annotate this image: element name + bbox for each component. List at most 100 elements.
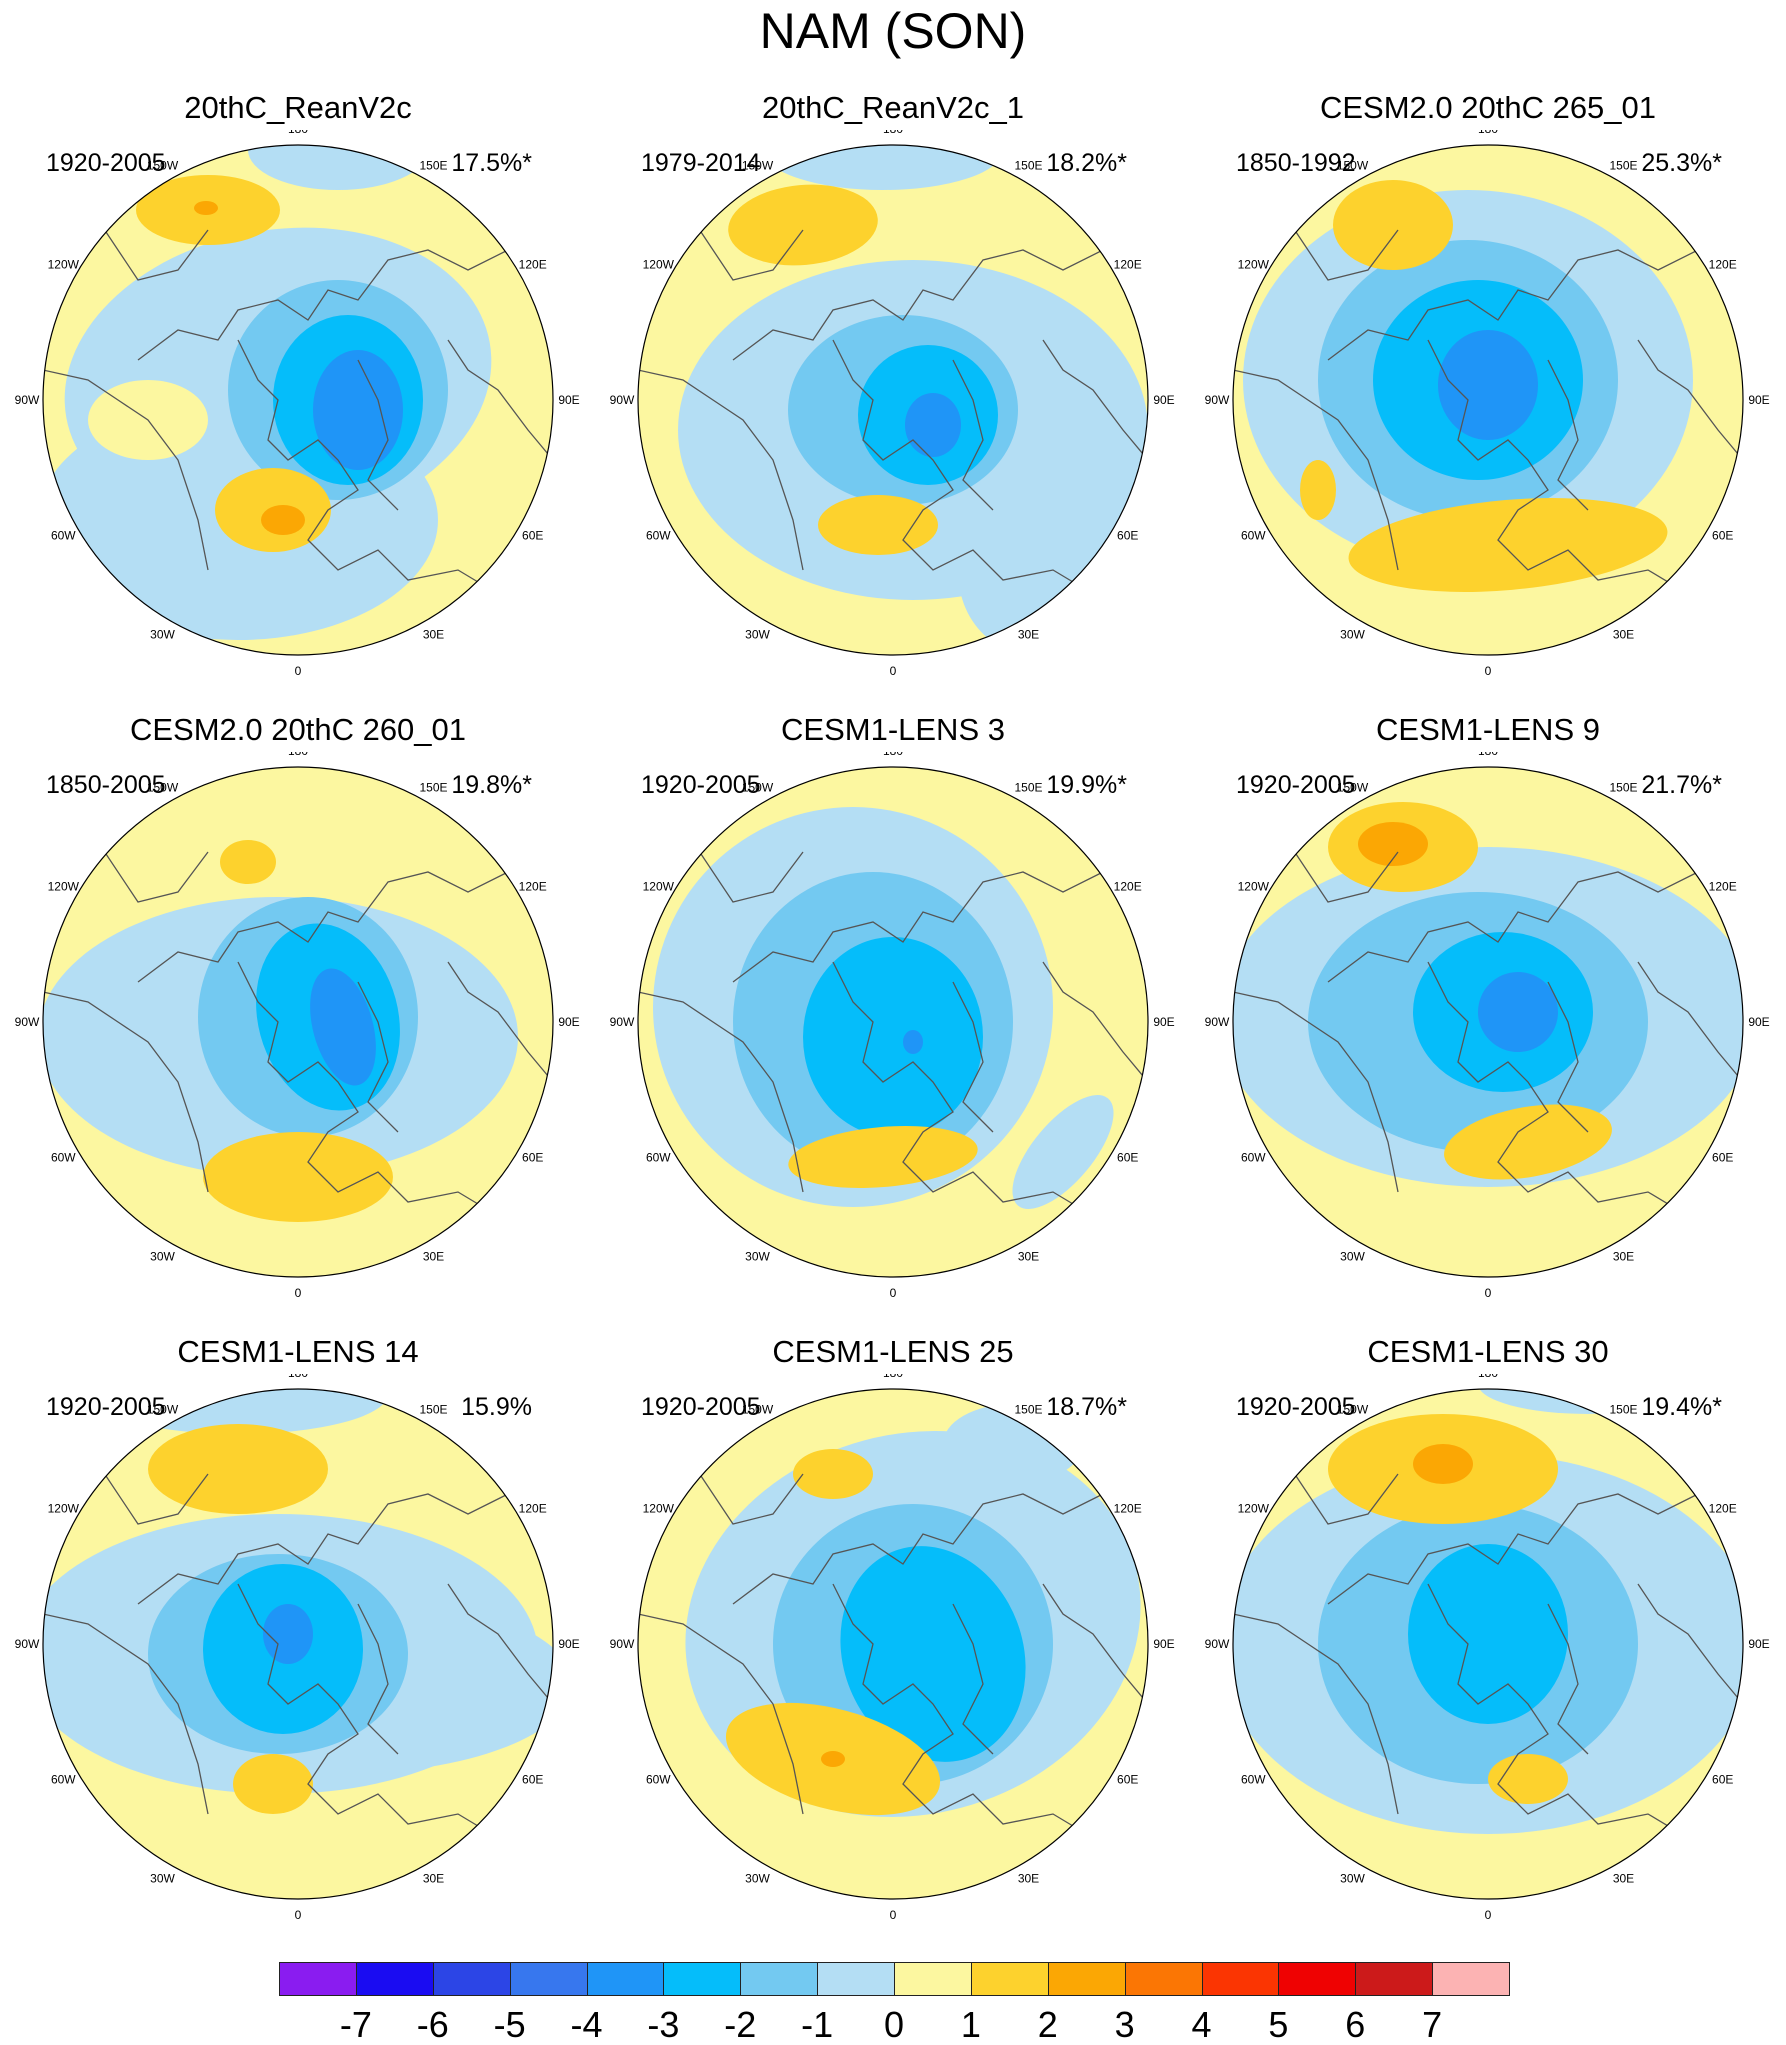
- longitude-label: 30W: [150, 628, 175, 642]
- colorbar-tick-label: -4: [570, 2004, 603, 2045]
- coastline: [137, 1493, 509, 1605]
- longitude-label: 120W: [48, 1502, 80, 1516]
- longitude-label: 0: [295, 1908, 302, 1922]
- map-border: [1232, 1388, 1744, 1900]
- longitude-label: 0: [890, 1286, 897, 1300]
- coastline: [1287, 1463, 1399, 1525]
- coastline: [692, 841, 804, 903]
- coastline: [952, 359, 994, 511]
- longitude-label: 90W: [610, 1015, 635, 1029]
- longitude-label: 120E: [1114, 258, 1142, 272]
- positive-anomaly-contour: [220, 840, 276, 884]
- longitude-label: 120W: [643, 1502, 675, 1516]
- negative-anomaly-contour: [905, 393, 961, 457]
- longitude-label: 150W: [742, 1402, 774, 1416]
- panel-period: 1920-2005: [641, 771, 761, 799]
- longitude-label: 90E: [1153, 393, 1174, 407]
- panel-explained-variance: 19.8%*: [451, 771, 532, 799]
- positive-anomaly-contour: [1358, 822, 1428, 866]
- longitude-label: 60E: [1117, 1151, 1138, 1165]
- longitude-label: 180: [883, 752, 903, 758]
- panel-explained-variance: 19.4%*: [1641, 1393, 1722, 1421]
- longitude-label: 30W: [1340, 628, 1365, 642]
- map-panel: CESM1-LENS 9 1920-2005 21.7%* 180 150E 120E 90…: [1190, 712, 1786, 1332]
- colorbar-tick-label: -6: [416, 2004, 449, 2045]
- longitude-label: 150E: [419, 158, 447, 172]
- polar-map: 180 150E 120E 90E 60E 30E 0 30W 60W 90W 120W 150W: [1205, 752, 1770, 1300]
- map-panel: CESM1-LENS 3 1920-2005 19.9%* 180 150E 120E 90…: [595, 712, 1191, 1332]
- positive-anomaly-contour: [148, 1424, 328, 1514]
- longitude-label: 90E: [1153, 1015, 1174, 1029]
- longitude-label: 60E: [1712, 529, 1733, 543]
- negative-anomaly-contour: [1012, 1095, 1114, 1209]
- panel-explained-variance: 15.9%: [461, 1393, 532, 1421]
- negative-anomaly-contour: [310, 968, 376, 1086]
- longitude-label: 30W: [745, 628, 770, 642]
- colorbar-tick-label: 6: [1345, 2004, 1366, 2045]
- coastline: [357, 359, 399, 511]
- polar-map: 180 150E 120E 90E 60E 30E 0 30W 60W 90W 120W 150W: [1205, 130, 1770, 678]
- positive-anomaly-contour: [793, 1449, 873, 1499]
- longitude-label: 90W: [15, 1015, 40, 1029]
- longitude-label: 60E: [1712, 1151, 1733, 1165]
- longitude-label: 120W: [1238, 1502, 1270, 1516]
- coastline: [1287, 219, 1399, 281]
- longitude-label: 30E: [1613, 628, 1634, 642]
- coastline: [1042, 339, 1148, 461]
- longitude-label: 30E: [423, 1250, 444, 1264]
- longitude-label: 150E: [1014, 1402, 1042, 1416]
- longitude-label: 120W: [643, 880, 675, 894]
- longitude-label: 60E: [1117, 529, 1138, 543]
- longitude-label: 60E: [522, 1151, 543, 1165]
- map-border: [637, 1388, 1149, 1900]
- longitude-label: 60W: [1241, 1773, 1266, 1787]
- colorbar-tick-label: 0: [883, 2004, 905, 2045]
- longitude-label: 90E: [1748, 1637, 1769, 1651]
- longitude-label: 60W: [646, 529, 671, 543]
- longitude-label: 30E: [1018, 1250, 1039, 1264]
- longitude-label: 120E: [1709, 1502, 1737, 1516]
- longitude-label: 90E: [1748, 393, 1769, 407]
- coastline: [237, 339, 509, 601]
- colorbar-tick-label: 2: [1037, 2004, 1058, 2045]
- colorbar-swatch: [1047, 1962, 1126, 1996]
- longitude-label: 150E: [1609, 1402, 1637, 1416]
- panel-explained-variance: 18.2%*: [1046, 149, 1127, 177]
- longitude-label: 90W: [15, 1637, 40, 1651]
- positive-anomaly-contour: [194, 201, 218, 215]
- colorbar-swatch: [1201, 1962, 1280, 1996]
- map-panel: CESM2.0 20thC 265_01 1850-1992 25.3%* 180 15…: [1190, 90, 1786, 710]
- map-border: [637, 144, 1149, 656]
- panel-period: 1850-2005: [46, 771, 166, 799]
- positive-anomaly-contour: [818, 495, 938, 555]
- panel-title: 20thC_ReanV2c_1: [762, 90, 1024, 125]
- colorbar-swatch: [586, 1962, 665, 1996]
- longitude-label: 90W: [1205, 1637, 1230, 1651]
- longitude-label: 60W: [51, 529, 76, 543]
- panel-title: CESM2.0 20thC 265_01: [1319, 90, 1657, 125]
- coastline: [692, 1463, 804, 1525]
- positive-anomaly-contour: [821, 1751, 845, 1767]
- map-border: [637, 766, 1149, 1278]
- panel-title: CESM1-LENS 3: [781, 712, 1005, 747]
- longitude-label: 150E: [419, 780, 447, 794]
- longitude-label: 30W: [150, 1872, 175, 1886]
- positive-anomaly-contour: [788, 1125, 978, 1189]
- coastline: [952, 1603, 994, 1755]
- negative-anomaly-contour: [313, 350, 403, 470]
- negative-anomaly-contour: [943, 1404, 1083, 1484]
- colorbar-swatch: [1355, 1962, 1434, 1996]
- longitude-label: 180: [883, 130, 903, 136]
- longitude-label: 30E: [1018, 1872, 1039, 1886]
- figure-title: NAM (SON): [759, 3, 1027, 59]
- longitude-label: 150W: [1337, 158, 1369, 172]
- coastline: [1637, 1583, 1743, 1705]
- coastline: [732, 1493, 1104, 1605]
- coastline: [1637, 961, 1743, 1083]
- coastline: [1427, 961, 1699, 1223]
- colorbar-tick-label: 3: [1114, 2004, 1135, 2045]
- map-panel: CESM1-LENS 30 1920-2005 19.4%* 180 150E 120E 9…: [1190, 1334, 1786, 1954]
- coastline: [1547, 359, 1589, 511]
- colorbar-swatch: [970, 1962, 1049, 1996]
- positive-anomaly-contour: [1300, 460, 1336, 520]
